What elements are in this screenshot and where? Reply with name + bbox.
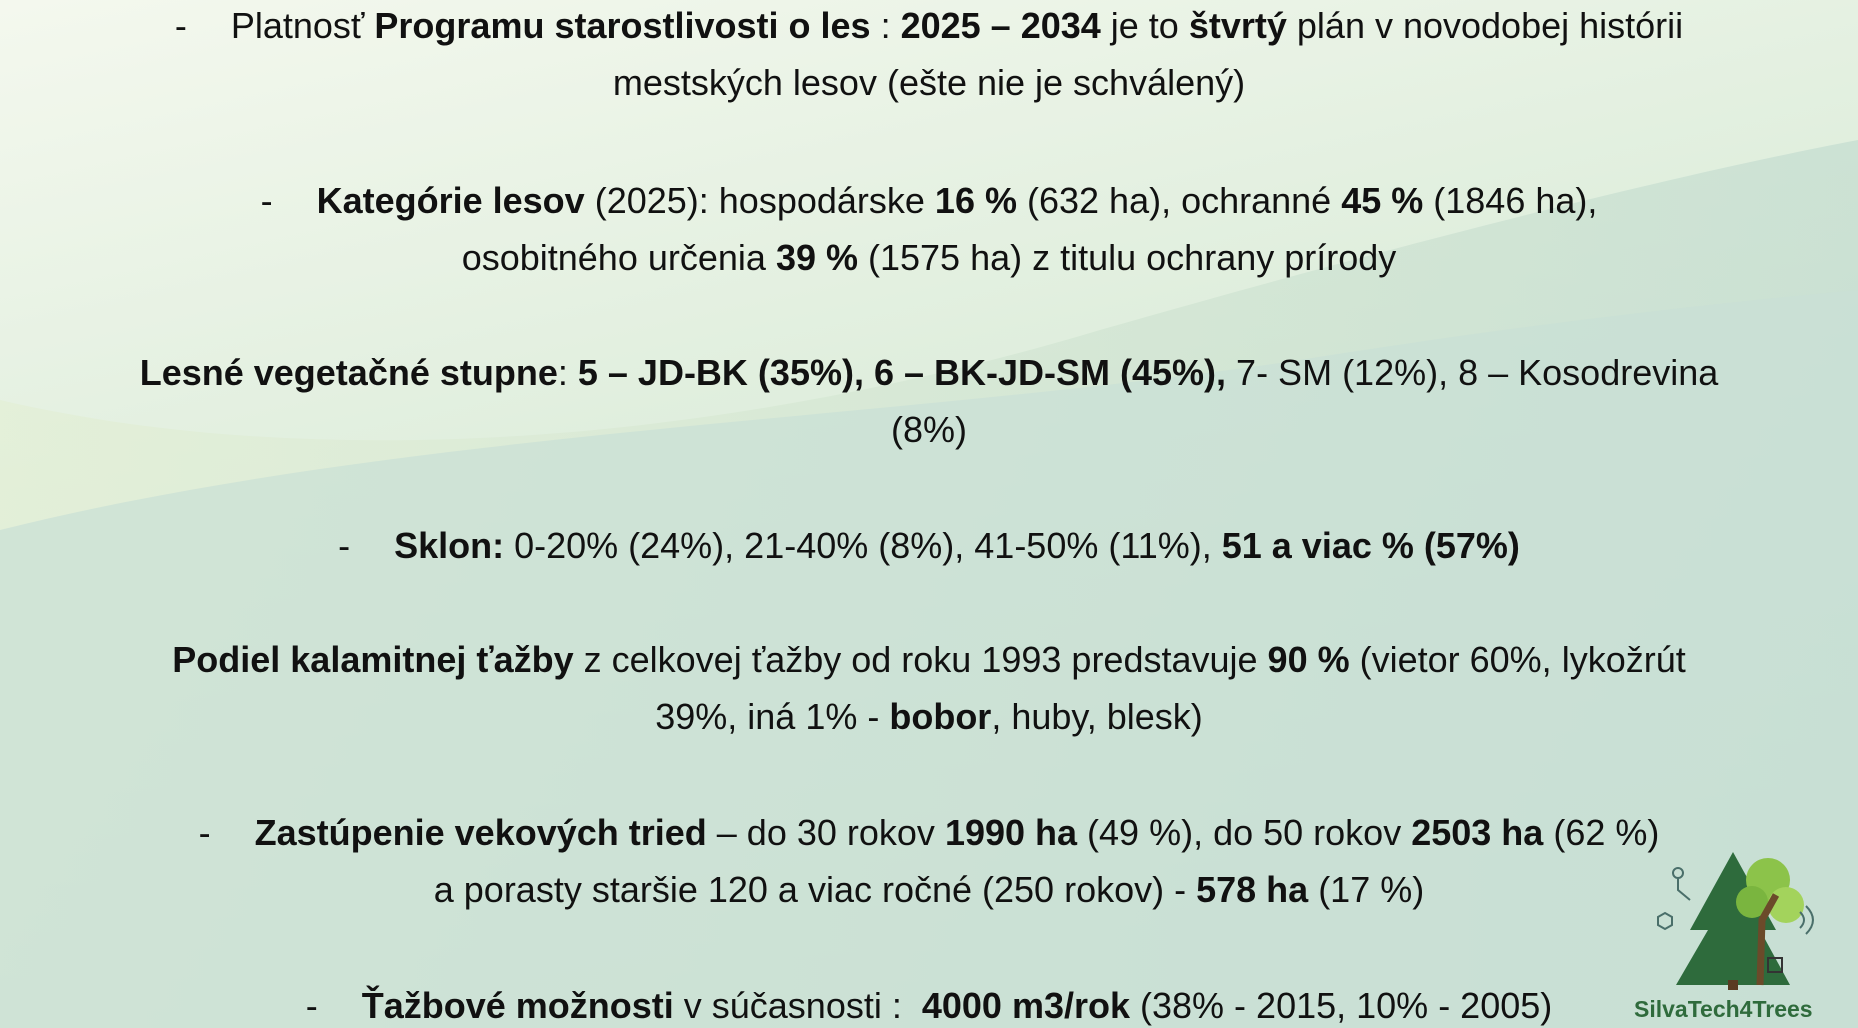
text: Platnosť (230, 5, 375, 46)
text: osobitného určenia (461, 237, 776, 278)
bullet-dash: - (260, 180, 273, 221)
text-line: - Ťažbové možnosti v súčasnosti : 4000 m3… (0, 984, 1858, 1028)
text-line: Lesné vegetačné stupne: 5 – JD-BK (35%),… (0, 351, 1858, 395)
bold-text: štvrtý (1188, 5, 1287, 46)
text: : (870, 5, 901, 46)
bold-text: 4000 m3/rok (921, 985, 1131, 1026)
bullet-dash: - (174, 5, 187, 46)
bold-text: Podiel kalamitnej ťažby (172, 639, 574, 680)
bold-text: 5 – JD-BK (35%), 6 – BK-JD-SM (45%), (577, 352, 1227, 393)
text-line: - Platnosť Programu starostlivosti o les … (0, 4, 1858, 48)
text: , huby, blesk) (991, 696, 1203, 737)
bold-text: 45 % (1341, 180, 1424, 221)
bold-text: 2025 – 2034 (900, 5, 1101, 46)
bold-text: 1990 ha (944, 812, 1078, 853)
text-line: - Kategórie lesov (2025): hospodárske 16 … (0, 179, 1858, 223)
text-line: mestských lesov (ešte nie je schválený) (0, 61, 1858, 105)
text: (38% - 2015, 10% - 2005) (1130, 985, 1553, 1026)
text: (49 %), do 50 rokov (1077, 812, 1412, 853)
text: a porasty staršie 120 a viac ročné (250 … (433, 869, 1197, 910)
text: (632 ha), ochranné (1016, 180, 1342, 221)
bold-text: 51 a viac % (57%) (1221, 525, 1520, 566)
text: z celkovej ťažby od roku 1993 predstavuj… (573, 639, 1268, 680)
text-line: - Zastúpenie vekových tried – do 30 rokov… (0, 811, 1858, 855)
bold-text: Programu starostlivosti o les (374, 5, 871, 46)
text: (8%) (890, 409, 967, 450)
text-line: a porasty staršie 120 a viac ročné (250 … (0, 868, 1858, 912)
text: (62 %) (1543, 812, 1660, 853)
bold-text: 2503 ha (1411, 812, 1544, 853)
text-line: (8%) (0, 408, 1858, 452)
text: (2025): hospodárske (584, 180, 935, 221)
text: mestských lesov (ešte nie je schválený) (612, 62, 1246, 103)
text-line: - Sklon: 0-20% (24%), 21-40% (8%), 41-50%… (0, 524, 1858, 568)
text: (1846 ha), (1423, 180, 1598, 221)
bold-text: 90 % (1267, 639, 1350, 680)
bold-text: 39 % (775, 237, 858, 278)
logo-icon (1657, 852, 1814, 990)
text-line: 39%, iná 1% - bobor, huby, blesk) (0, 695, 1858, 739)
bold-text: Lesné vegetačné stupne (139, 352, 558, 393)
text: (17 %) (1308, 869, 1425, 910)
text: – do 30 rokov (706, 812, 945, 853)
bold-text: 578 ha (1196, 869, 1309, 910)
text: : (557, 352, 578, 393)
bold-text: Sklon: (394, 525, 505, 566)
bullet-dash: - (198, 812, 211, 853)
text: plán v novodobej histórii (1286, 5, 1684, 46)
text: 0-20% (24%), 21-40% (8%), 41-50% (11%), (504, 525, 1222, 566)
text: 7- SM (12%), 8 – Kosodrevina (1226, 352, 1719, 393)
text: v súčasnosti : (673, 985, 922, 1026)
logo-text: SilvaTech4Trees (1634, 996, 1813, 1022)
bold-text: 16 % (934, 180, 1017, 221)
text: je to (1100, 5, 1189, 46)
text: (vietor 60%, lykožrút (1349, 639, 1686, 680)
bold-text: Zastúpenie vekových tried (254, 812, 707, 853)
bullet-dash: - (338, 525, 351, 566)
text: (1575 ha) z titulu ochrany prírody (858, 237, 1397, 278)
text: 39%, iná 1% - (655, 696, 890, 737)
bold-text: bobor (889, 696, 992, 737)
bullet-dash: - (305, 985, 318, 1026)
text-line: Podiel kalamitnej ťažby z celkovej ťažby… (0, 638, 1858, 682)
bold-text: Kategórie lesov (316, 180, 585, 221)
text-line: osobitného určenia 39 % (1575 ha) z titu… (0, 236, 1858, 280)
bold-text: Ťažbové možnosti (361, 985, 674, 1026)
